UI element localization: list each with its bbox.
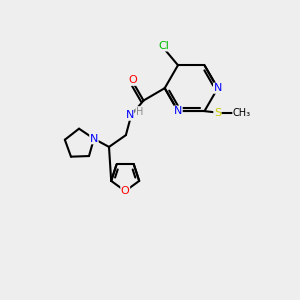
Text: H: H [136,107,143,117]
Text: O: O [121,186,130,196]
Text: CH₃: CH₃ [233,108,251,118]
Text: Cl: Cl [158,41,169,51]
Text: N: N [90,134,98,144]
Text: N: N [126,110,134,120]
Text: N: N [214,83,222,93]
Text: S: S [214,108,221,118]
Text: N: N [174,106,182,116]
Text: O: O [128,75,137,85]
